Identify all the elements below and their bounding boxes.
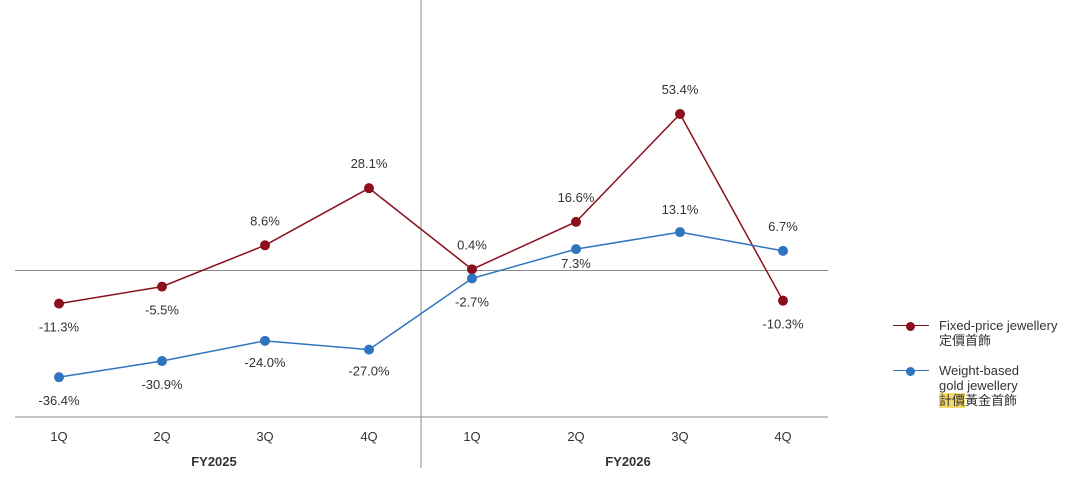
x-tick-label: 1Q bbox=[50, 429, 67, 444]
data-label: -11.3% bbox=[39, 320, 80, 335]
data-label: 13.1% bbox=[662, 202, 699, 217]
data-point bbox=[260, 240, 270, 251]
legend-swatch-weight-based bbox=[893, 367, 929, 376]
data-point bbox=[364, 183, 374, 194]
data-point bbox=[467, 273, 477, 284]
legend: Fixed-price jewellery 定價首飾 Weight-based … bbox=[893, 318, 1078, 423]
data-label: -5.5% bbox=[145, 303, 179, 318]
legend-marker-weight-based bbox=[906, 367, 915, 376]
x-tick-label: 2Q bbox=[153, 429, 170, 444]
data-label: 6.7% bbox=[768, 219, 798, 234]
data-label: -36.4% bbox=[38, 393, 80, 408]
data-point bbox=[778, 245, 788, 256]
legend-swatch-fixed-price bbox=[893, 322, 929, 331]
data-label: -2.7% bbox=[455, 294, 489, 309]
data-label: 53.4% bbox=[662, 82, 699, 97]
data-label: 7.3% bbox=[561, 256, 591, 271]
data-label: -24.0% bbox=[244, 355, 286, 370]
data-point bbox=[675, 109, 685, 120]
legend-label-weight-based-chinese: 計價黃金首飾 bbox=[939, 393, 1078, 408]
x-tick-label: 3Q bbox=[671, 429, 688, 444]
data-label: -30.9% bbox=[141, 377, 183, 392]
data-point bbox=[467, 264, 477, 275]
legend-label-fixed-price: Fixed-price jewellery bbox=[939, 318, 1058, 333]
data-point bbox=[778, 295, 788, 306]
legend-label-weight-based-line2: gold jewellery bbox=[939, 378, 1018, 393]
x-tick-label: 4Q bbox=[360, 429, 377, 444]
data-label: 28.1% bbox=[351, 156, 388, 171]
data-label: 16.6% bbox=[558, 190, 595, 205]
series-line-fixed-price bbox=[58, 112, 784, 305]
data-point bbox=[260, 335, 270, 346]
legend-label-fixed-price-chinese: 定價首飾 bbox=[939, 333, 992, 348]
legend-item-weight-based: Weight-based gold jewellery 計價黃金首飾 bbox=[893, 363, 1078, 408]
legend-label-weight-based-line1: Weight-based bbox=[939, 363, 1019, 378]
fiscal-year-label: FY2026 bbox=[605, 454, 651, 469]
data-point bbox=[675, 227, 685, 238]
data-label: -27.0% bbox=[348, 364, 390, 379]
x-tick-label: 2Q bbox=[567, 429, 584, 444]
legend-marker-fixed-price bbox=[906, 322, 915, 331]
data-point bbox=[54, 372, 64, 383]
legend-label-highlight: 計價 bbox=[939, 393, 966, 408]
data-point bbox=[157, 281, 167, 292]
fiscal-year-label: FY2025 bbox=[191, 454, 237, 469]
x-tick-label: 4Q bbox=[774, 429, 791, 444]
legend-item-fixed-price: Fixed-price jewellery 定價首飾 bbox=[893, 318, 1078, 348]
data-label: 0.4% bbox=[457, 237, 487, 252]
legend-label-rest: 黃金首飾 bbox=[965, 393, 1018, 408]
data-point bbox=[54, 298, 64, 309]
data-point bbox=[571, 244, 581, 255]
data-point bbox=[364, 344, 374, 355]
data-point bbox=[157, 356, 167, 367]
x-tick-label: 3Q bbox=[256, 429, 273, 444]
x-tick-label: 1Q bbox=[463, 429, 480, 444]
data-label: -10.3% bbox=[762, 317, 804, 332]
series-line-weight-based bbox=[58, 231, 784, 378]
data-point bbox=[571, 216, 581, 227]
data-label: 8.6% bbox=[250, 213, 280, 228]
